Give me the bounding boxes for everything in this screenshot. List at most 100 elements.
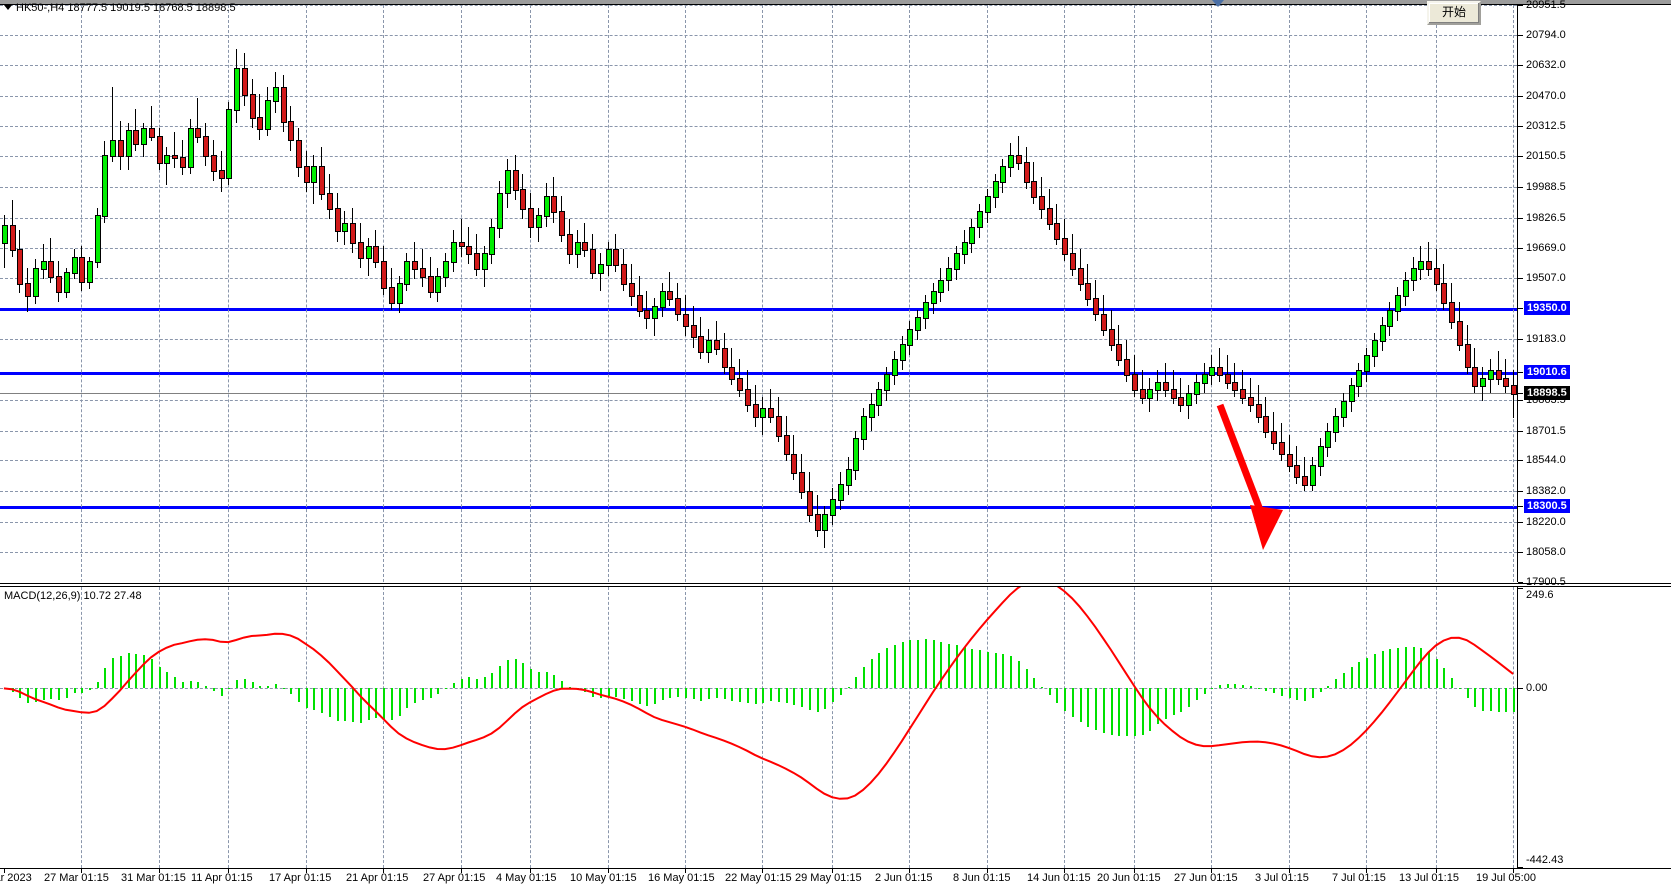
macd-axis-tick [1518,867,1523,868]
candle-body-bearish [613,249,619,267]
candle-body-bearish [381,260,387,290]
macd-histogram-bar [762,688,764,703]
macd-histogram-bar [252,681,254,689]
macd-histogram-bar [747,688,749,704]
macd-y-axis[interactable]: 249.6 0.00 -442.43 [1517,587,1671,868]
candle-body-bullish [164,154,170,165]
price-axis-tick [1518,431,1523,432]
candle-body-bearish [1263,415,1269,433]
triangle-down-marker-icon[interactable] [1212,0,1224,7]
price-axis-label: 18701.5 [1526,425,1566,437]
candle-body-bullish [33,268,39,297]
macd-histogram-bar [646,688,648,706]
candle-body-bullish [226,109,232,180]
macd-vertical-gridline [1064,587,1065,868]
price-gridline [0,156,1517,157]
candle-wick [1498,351,1499,386]
candle-body-bullish [652,306,658,320]
price-gridline [0,339,1517,340]
macd-histogram-bar [1165,688,1167,720]
macd-histogram-bar [1056,688,1058,704]
price-gridline [0,248,1517,249]
candle-body-bearish [219,169,225,180]
macd-histogram-bar [128,652,130,689]
price-level-line[interactable] [0,308,1517,311]
price-level-line[interactable] [0,372,1517,375]
x-axis-label: 31 Mar 01:15 [121,872,186,884]
candle-body-bullish [846,468,852,486]
macd-histogram-bar [615,688,617,697]
candle-body-bullish [443,260,449,278]
x-axis-label: 27 Mar 01:15 [44,872,109,884]
macd-histogram-bar [1111,688,1113,735]
price-axis-tick [1518,218,1523,219]
price-axis-label: 18220.0 [1526,516,1566,528]
macd-histogram-bar [1204,688,1206,695]
x-axis-tick [909,869,910,873]
macd-histogram-bar [909,640,911,689]
price-level-label[interactable]: 19350.0 [1524,301,1570,315]
price-level-line[interactable] [0,506,1517,509]
price-level-label[interactable]: 18300.5 [1524,499,1570,513]
macd-histogram-bar [956,645,958,689]
candle-body-bullish [1194,381,1200,395]
macd-zero-gridline [0,688,1517,689]
macd-histogram-bar [275,684,277,689]
x-axis-label: 29 May 01:15 [795,872,862,884]
macd-histogram-bar [948,643,950,689]
macd-histogram-bar [817,688,819,712]
price-axis-tick [1518,522,1523,523]
macd-axis-tick [1518,688,1523,689]
candle-body-bearish [567,234,573,255]
price-y-axis[interactable]: 20951.5 20794.0 20632.0 20470.0 20312.5 20150… [1517,0,1671,588]
price-vertical-gridline [608,5,609,582]
macd-vertical-gridline [1436,587,1437,868]
candle-wick [1180,377,1181,412]
candle-body-bearish [474,253,480,271]
macd-histogram-bar [1374,653,1376,689]
macd-histogram-bar [1389,649,1391,689]
price-axis-tick [1518,278,1523,279]
candle-body-bullish [1186,393,1192,407]
x-axis-tick [81,869,82,873]
candle-wick [1173,370,1174,405]
start-button[interactable]: 开始 [1427,1,1481,25]
price-level-label[interactable]: 19010.6 [1524,365,1570,379]
candle-body-bearish [1426,260,1432,271]
price-chart-panel[interactable]: 20951.5 20794.0 20632.0 20470.0 20312.5 20150… [0,0,1671,588]
candle-body-bearish [157,135,163,165]
candle-wick [1165,362,1166,397]
candle-body-bullish [869,404,875,418]
candle-body-bullish [544,196,550,218]
candle-body-bullish [876,389,882,407]
candle-body-bearish [1457,321,1463,346]
macd-histogram-bar [1343,672,1345,689]
macd-plot-area[interactable] [0,587,1517,868]
price-plot-area[interactable] [0,5,1517,582]
macd-indicator-panel[interactable]: 249.6 0.00 -442.43 MACD(12,26,9) 10.72 27.… [0,586,1671,870]
macd-histogram-bar [414,688,416,704]
candle-body-bullish [760,408,766,418]
macd-histogram-bar [391,688,393,720]
x-axis-label: 21 Apr 01:15 [346,872,409,884]
candle-body-bullish [404,260,410,286]
macd-histogram-bar [375,688,377,719]
candle-body-bullish [72,256,78,274]
macd-histogram-bar [1219,685,1221,689]
current-price-badge[interactable]: 18898.5 [1524,386,1570,400]
price-gridline [0,522,1517,523]
x-axis-tick [1064,869,1065,873]
candle-body-bullish [660,290,666,308]
price-axis-tick [1518,96,1523,97]
candle-body-bearish [815,514,821,532]
chart-collapse-icon[interactable] [4,5,12,10]
time-x-axis[interactable]: 21 Mar 2023 27 Mar 01:15 31 Mar 01:15 11 Ap… [0,868,1671,890]
macd-histogram-bar [538,672,540,689]
candle-body-bullish [861,415,867,441]
candle-body-bullish [931,290,937,305]
macd-histogram-bar [1281,688,1283,696]
macd-histogram-bar [1428,652,1430,689]
macd-histogram-bar [430,688,432,699]
candle-body-bearish [1232,381,1238,392]
candle-body-bullish [1395,294,1401,312]
